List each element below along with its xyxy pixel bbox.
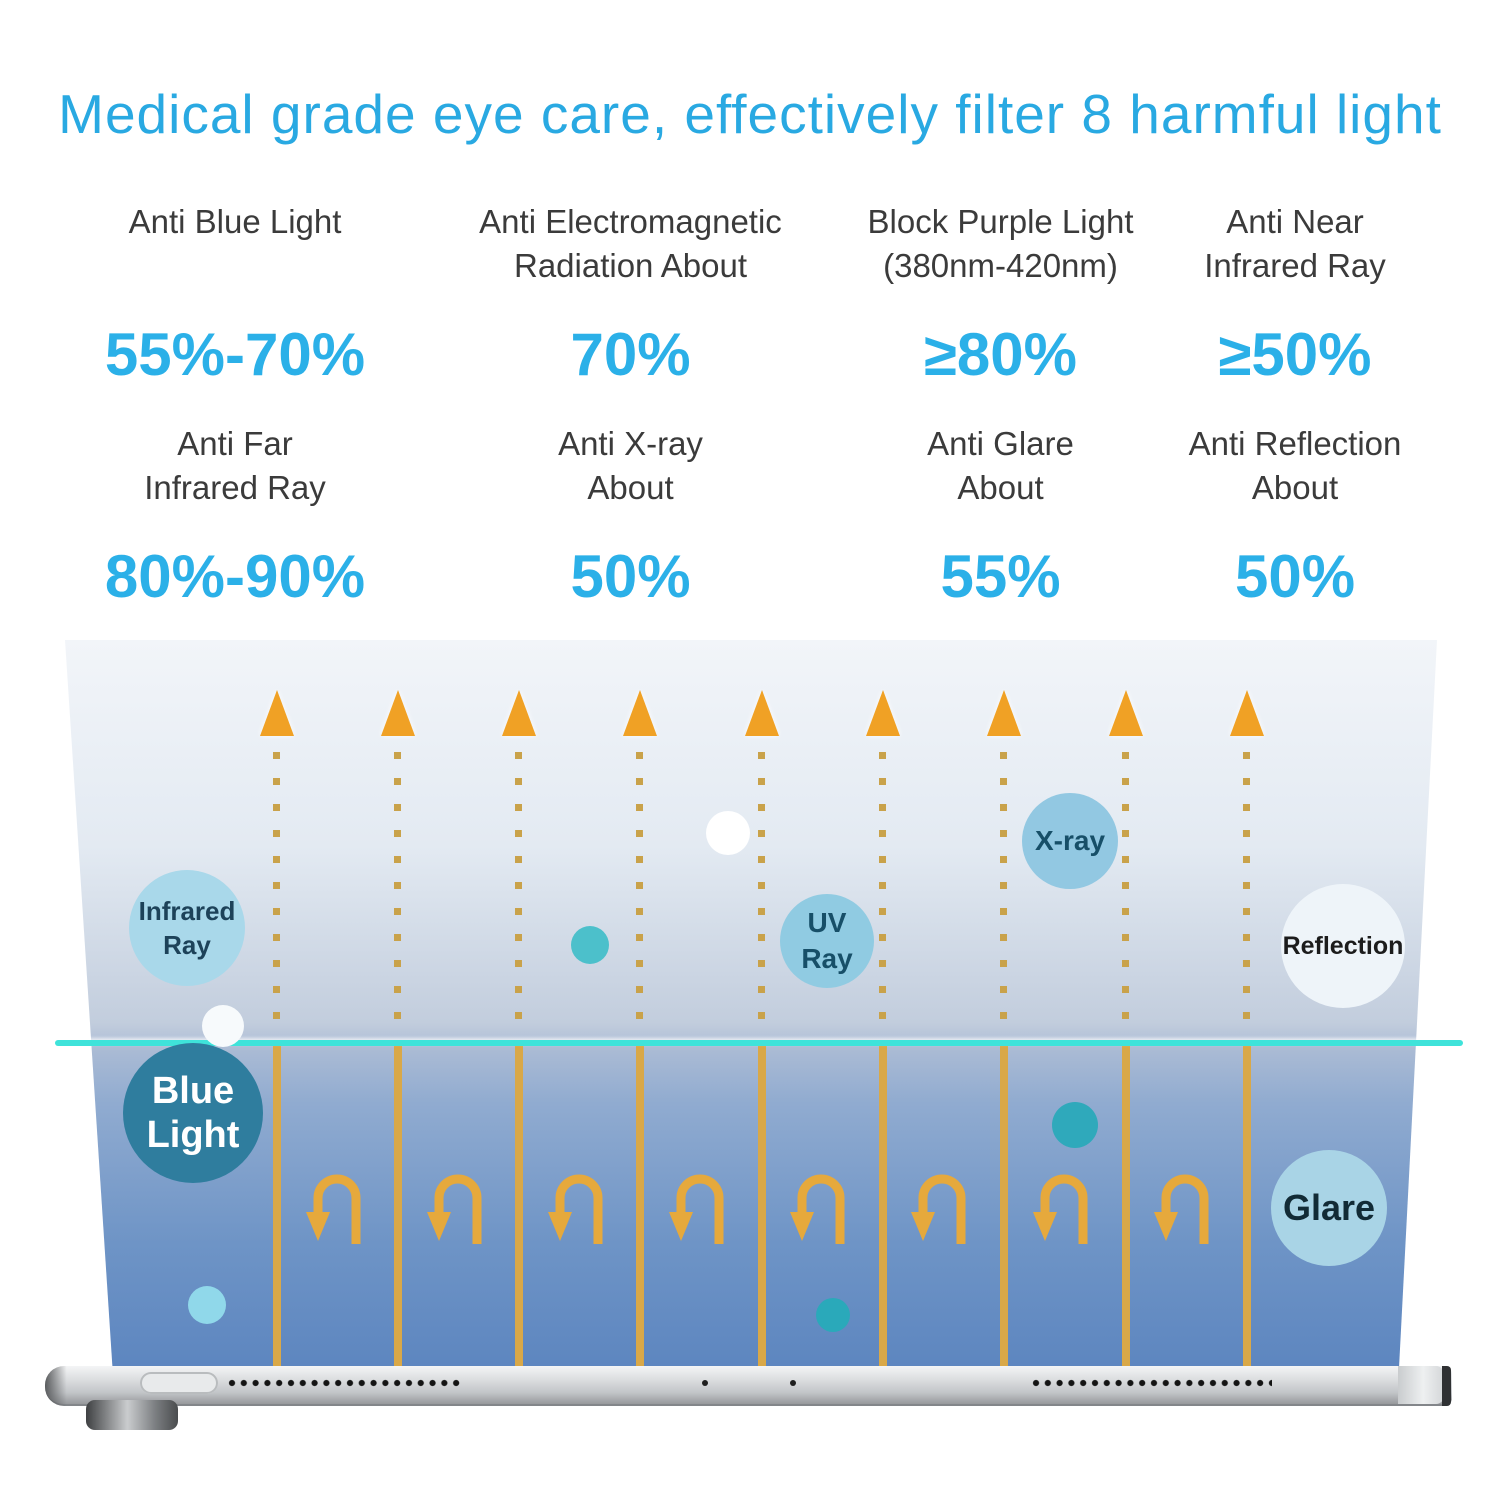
- blocked-ray: [622, 690, 658, 1376]
- ray-solid-line: [1243, 1046, 1251, 1368]
- feature-value: 80%-90%: [104, 543, 366, 610]
- feature-label: Anti Glare About: [927, 425, 1074, 506]
- u-turn-arrow-icon: [1033, 1174, 1088, 1244]
- feature-label: Anti Blue Light: [128, 203, 342, 240]
- feature-block-purple-light: Block Purple Light (380nm-420nm) ≥80%: [798, 200, 1203, 389]
- tablet-right-cap: [1398, 1366, 1444, 1404]
- feature-value: ≥50%: [1218, 321, 1372, 388]
- light-particle-dot: [1052, 1102, 1098, 1148]
- up-arrow-icon: [987, 690, 1021, 736]
- protective-film-line: [55, 1040, 1463, 1046]
- u-turn-arrow-icon: [911, 1174, 966, 1244]
- blocked-ray: [744, 690, 780, 1376]
- glare-bubble: Glare: [1271, 1150, 1387, 1266]
- u-turn-arrow-icon: [427, 1174, 482, 1244]
- feature-label: Anti Far Infrared Ray: [144, 425, 326, 506]
- ray-dotted-line: [758, 752, 765, 1038]
- ray-solid-line: [1122, 1046, 1130, 1368]
- tablet-camera-bump: [86, 1400, 178, 1430]
- up-arrow-icon: [745, 690, 779, 736]
- feature-anti-blue-light: Anti Blue Light 55%-70%: [30, 200, 440, 389]
- blocked-ray: [865, 690, 901, 1376]
- feature-value: 70%: [570, 321, 691, 388]
- up-arrow-icon: [502, 690, 536, 736]
- feature-label: Anti Near Infrared Ray: [1204, 203, 1386, 284]
- tablet-right-edge: [1442, 1366, 1451, 1406]
- u-turn-arrow-icon: [548, 1174, 603, 1244]
- feature-anti-electromagnetic: Anti Electromagnetic Radiation About 70%: [428, 200, 833, 389]
- ray-dotted-line: [1000, 752, 1007, 1038]
- u-turn-arrow-icon: [306, 1174, 361, 1244]
- tablet-left-cap: [45, 1366, 69, 1406]
- infrared-ray-bubble: Infrared Ray: [129, 870, 245, 986]
- feature-label: Anti X-ray About: [558, 425, 703, 506]
- x-ray-bubble: X-ray: [1022, 793, 1118, 889]
- ray-dotted-line: [273, 752, 280, 1038]
- ray-dotted-line: [636, 752, 643, 1038]
- uv-ray-bubble: UV Ray: [780, 894, 874, 988]
- feature-value: ≥80%: [923, 321, 1078, 388]
- u-turn-arrow-icon: [669, 1174, 724, 1244]
- u-turn-arrow-icon: [1154, 1174, 1209, 1244]
- tablet-speaker-holes: [1032, 1378, 1272, 1388]
- up-arrow-icon: [1230, 690, 1264, 736]
- feature-value: 55%: [940, 543, 1061, 610]
- tablet-button-slot: [140, 1372, 218, 1394]
- light-particle-dot: [571, 926, 609, 964]
- ray-solid-line: [1000, 1046, 1008, 1368]
- blocked-ray: [380, 690, 416, 1376]
- ray-solid-line: [879, 1046, 887, 1368]
- light-particle-dot: [188, 1286, 226, 1324]
- blue-light-bubble: Blue Light: [123, 1043, 263, 1183]
- page-title: Medical grade eye care, effectively filt…: [58, 83, 1442, 145]
- feature-label: Anti Reflection About: [1188, 425, 1402, 506]
- ray-dotted-line: [394, 752, 401, 1038]
- ray-dotted-line: [1122, 752, 1129, 1038]
- reflection-bubble: Reflection: [1281, 884, 1405, 1008]
- feature-label: Block Purple Light (380nm-420nm): [867, 203, 1134, 284]
- ray-dotted-line: [515, 752, 522, 1038]
- screen-protector-panel: [65, 640, 1437, 1376]
- feature-anti-glare: Anti Glare About 55%: [798, 422, 1203, 611]
- tablet-mic-hole: [790, 1380, 796, 1386]
- ray-dotted-line: [1243, 752, 1250, 1038]
- blocked-ray: [501, 690, 537, 1376]
- up-arrow-icon: [1109, 690, 1143, 736]
- up-arrow-icon: [623, 690, 657, 736]
- blocked-ray: [986, 690, 1022, 1376]
- blocked-ray: [1108, 690, 1144, 1376]
- feature-anti-xray: Anti X-ray About 50%: [428, 422, 833, 611]
- feature-value: 50%: [570, 543, 691, 610]
- up-arrow-icon: [866, 690, 900, 736]
- feature-anti-near-infrared: Anti Near Infrared Ray ≥50%: [1093, 200, 1497, 389]
- ray-solid-line: [394, 1046, 402, 1368]
- up-arrow-icon: [381, 690, 415, 736]
- ray-solid-line: [758, 1046, 766, 1368]
- blocked-ray: [1229, 690, 1265, 1376]
- feature-value: 50%: [1234, 543, 1356, 610]
- feature-label: Anti Electromagnetic Radiation About: [479, 203, 782, 284]
- up-arrow-icon: [260, 690, 294, 736]
- light-particle-dot: [202, 1005, 244, 1047]
- light-particle-dot: [816, 1298, 850, 1332]
- u-turn-arrow-icon: [790, 1174, 845, 1244]
- ray-solid-line: [273, 1046, 281, 1368]
- tablet-mic-hole: [702, 1380, 708, 1386]
- tablet-speaker-holes: [228, 1378, 461, 1388]
- blocked-ray: [259, 690, 295, 1376]
- ray-dotted-line: [879, 752, 886, 1038]
- ray-solid-line: [636, 1046, 644, 1368]
- feature-anti-far-infrared: Anti Far Infrared Ray 80%-90%: [30, 422, 440, 611]
- ray-solid-line: [515, 1046, 523, 1368]
- light-particle-dot: [706, 811, 750, 855]
- feature-value: 55%-70%: [104, 321, 366, 388]
- feature-anti-reflection: Anti Reflection About 50%: [1093, 422, 1497, 611]
